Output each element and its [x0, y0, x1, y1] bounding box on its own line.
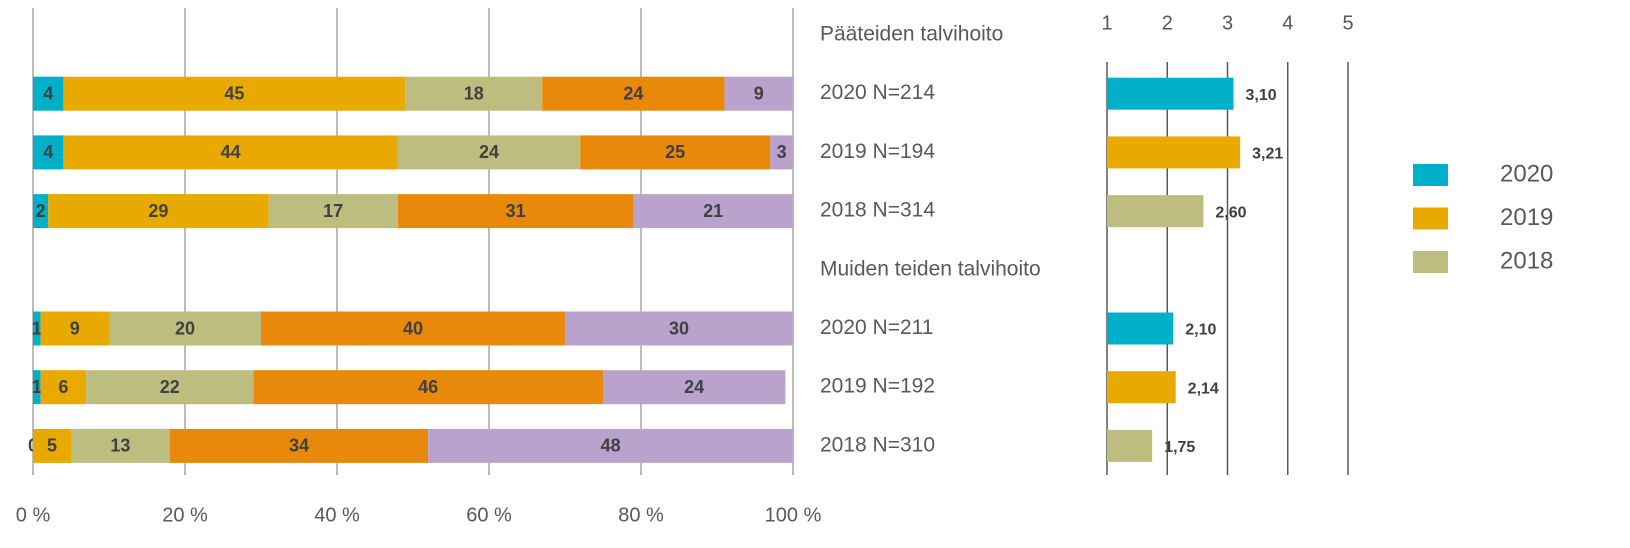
data-label: 29 [148, 201, 168, 221]
bar-segment [253, 370, 603, 405]
bar-segment [770, 135, 793, 170]
data-label: 24 [684, 377, 704, 397]
bar-segment [86, 370, 254, 405]
bar [1107, 195, 1204, 228]
bar [1107, 429, 1153, 462]
x-tick-label: 0 % [16, 504, 51, 526]
data-label: 13 [110, 436, 130, 456]
x-tick-label: 40 % [314, 504, 360, 526]
bar-segment [603, 370, 786, 405]
data-label: 46 [418, 377, 438, 397]
data-label: 3,10 [1246, 87, 1277, 104]
category-label: Pääteiden talvihoito [820, 23, 1003, 46]
data-label: 4 [43, 142, 53, 162]
data-label: 30 [669, 318, 689, 338]
legend-label: 2019 [1500, 204, 1553, 231]
bar-segment [261, 311, 565, 346]
bar-segment [633, 194, 793, 229]
legend-label: 2018 [1500, 247, 1553, 274]
data-label: 48 [601, 436, 621, 456]
bar [1107, 77, 1234, 110]
data-label: 21 [703, 201, 723, 221]
category-label: 2018 N=314 [820, 199, 935, 222]
x-tick-label: 80 % [618, 504, 664, 526]
data-label: 1 [32, 377, 42, 397]
x-tick-label: 20 % [162, 504, 208, 526]
bar-segment [48, 194, 269, 229]
data-label: 45 [224, 83, 244, 103]
x-tick-label: 2 [1162, 12, 1173, 34]
bar-segment [63, 135, 398, 170]
bar-segment [63, 76, 406, 111]
bar-segment [33, 311, 41, 346]
data-label: 25 [665, 142, 685, 162]
bar-segment [580, 135, 771, 170]
legend-swatch [1413, 251, 1448, 273]
x-tick-label: 3 [1222, 12, 1233, 34]
data-label: 2,14 [1188, 380, 1219, 397]
data-label: 18 [464, 83, 484, 103]
x-tick-label: 4 [1282, 12, 1293, 34]
bar-segment [109, 311, 261, 346]
legend-swatch [1413, 164, 1448, 186]
data-label: 9 [70, 318, 80, 338]
category-label: 2020 N=211 [820, 316, 933, 339]
x-tick-label: 60 % [466, 504, 512, 526]
category-label: 2018 N=310 [820, 433, 935, 456]
bar-segment [33, 428, 71, 463]
bar-segment [33, 135, 64, 170]
legend-label: 2020 [1500, 160, 1553, 187]
bar-segment [71, 428, 170, 463]
category-label: Muiden teiden talvihoito [820, 257, 1041, 280]
category-label: 2019 N=192 [820, 375, 935, 398]
bar-segment [169, 428, 429, 463]
bar [1107, 136, 1241, 169]
category-label: 2019 N=194 [820, 140, 935, 163]
bar [1107, 371, 1176, 404]
bar-segment [33, 194, 49, 229]
data-label: 17 [323, 201, 343, 221]
data-label: 4 [43, 83, 53, 103]
data-label: 9 [754, 83, 764, 103]
data-label: 40 [403, 318, 423, 338]
bar-segment [397, 135, 581, 170]
bar-segment [397, 194, 634, 229]
data-label: 24 [623, 83, 643, 103]
data-label: 20 [175, 318, 195, 338]
bar-segment [405, 76, 543, 111]
bar-segment [40, 311, 109, 346]
data-label: 44 [221, 142, 241, 162]
data-label: 2,10 [1185, 322, 1216, 339]
bar-segment [542, 76, 725, 111]
bar-segment [268, 194, 398, 229]
data-label: 2,60 [1215, 204, 1246, 221]
data-label: 2 [36, 201, 46, 221]
category-label: 2020 N=214 [820, 81, 935, 104]
data-label: 1,75 [1164, 439, 1195, 456]
data-label: 6 [58, 377, 68, 397]
bar-segment [40, 370, 87, 405]
data-label: 34 [289, 436, 309, 456]
bar-segment [33, 76, 64, 111]
x-tick-label: 5 [1342, 12, 1353, 34]
data-label: 1 [32, 318, 42, 338]
data-label: 31 [506, 201, 526, 221]
bar-segment [724, 76, 793, 111]
data-label: 3,21 [1252, 146, 1283, 163]
bar-segment [428, 428, 793, 463]
bar-segment [565, 311, 793, 346]
data-label: 24 [479, 142, 499, 162]
legend-swatch [1413, 207, 1448, 230]
x-tick-label: 100 % [765, 504, 822, 526]
data-label: 3 [777, 142, 787, 162]
data-label: 5 [47, 436, 57, 456]
x-tick-label: 1 [1101, 12, 1112, 34]
data-label: 22 [160, 377, 180, 397]
bar [1107, 312, 1174, 345]
bar-segment [33, 370, 41, 405]
